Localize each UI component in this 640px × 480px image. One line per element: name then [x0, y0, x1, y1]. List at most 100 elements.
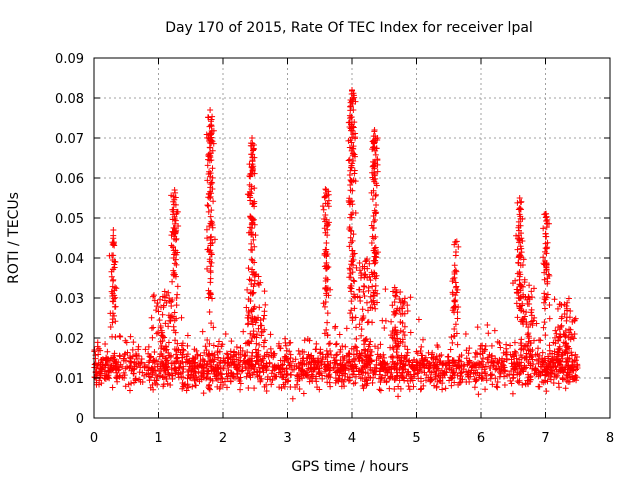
data-point: [351, 361, 358, 368]
data-point: [542, 371, 549, 378]
data-point: [361, 272, 368, 279]
data-point: [263, 351, 270, 358]
data-point: [183, 353, 190, 360]
data-point: [299, 375, 306, 382]
data-point: [354, 347, 361, 354]
data-point: [248, 225, 255, 232]
data-point: [479, 342, 486, 349]
data-point: [237, 386, 244, 393]
data-point: [559, 351, 566, 358]
data-point: [349, 358, 356, 365]
data-point: [452, 239, 459, 245]
data-point: [514, 314, 521, 321]
data-point: [516, 281, 523, 288]
data-point: [323, 262, 330, 269]
data-point: [551, 374, 558, 381]
data-point: [173, 261, 180, 268]
data-point: [306, 378, 313, 385]
data-point: [267, 331, 274, 338]
data-point: [245, 384, 252, 391]
axis-ticks: [93, 57, 611, 419]
data-point: [381, 354, 388, 361]
data-point: [361, 283, 368, 290]
data-point: [231, 361, 238, 368]
data-point: [374, 135, 381, 142]
data-point: [266, 360, 273, 367]
data-point: [204, 177, 211, 184]
data-point: [541, 359, 548, 366]
data-point: [145, 343, 152, 350]
data-point: [518, 307, 525, 314]
data-point: [184, 342, 191, 349]
data-point: [563, 314, 570, 321]
data-point: [321, 303, 328, 310]
data-point: [493, 365, 500, 372]
data-point: [172, 230, 179, 237]
data-point: [208, 116, 215, 123]
data-point: [542, 230, 549, 237]
data-point: [349, 269, 356, 276]
data-point: [179, 351, 186, 358]
y-tick-label: 0.07: [55, 132, 84, 147]
data-point: [453, 365, 460, 372]
data-point: [571, 375, 578, 382]
data-point: [247, 170, 254, 177]
data-point: [571, 317, 578, 324]
data-point: [162, 361, 169, 368]
data-point: [447, 346, 454, 353]
data-point: [200, 390, 207, 397]
data-point: [310, 355, 317, 362]
data-point: [527, 320, 534, 327]
data-point: [350, 157, 357, 164]
data-point: [325, 191, 332, 198]
data-point: [346, 156, 353, 163]
data-point: [322, 186, 329, 193]
data-point: [206, 138, 213, 145]
data-point: [417, 378, 424, 385]
data-point: [245, 360, 252, 367]
data-point: [344, 360, 351, 367]
data-point: [404, 308, 411, 315]
data-point: [268, 370, 275, 377]
data-point: [380, 351, 387, 358]
data-point: [150, 324, 157, 331]
data-point: [348, 197, 355, 204]
data-point: [432, 356, 439, 363]
data-point: [192, 359, 199, 366]
data-point: [322, 200, 329, 207]
data-point: [458, 352, 465, 359]
data-point: [482, 386, 489, 393]
data-point: [222, 331, 229, 338]
data-point: [356, 260, 363, 267]
data-point: [452, 321, 459, 328]
data-point: [218, 374, 225, 381]
data-point: [255, 314, 262, 321]
data-point: [244, 321, 251, 328]
data-point: [472, 378, 479, 385]
y-tick-label: 0.08: [55, 92, 84, 107]
data-point: [401, 323, 408, 330]
data-point: [176, 364, 183, 371]
data-point: [568, 349, 575, 356]
data-point: [503, 341, 510, 348]
data-point: [211, 351, 218, 358]
data-point: [363, 376, 370, 383]
data-point: [341, 355, 348, 362]
data-point: [533, 367, 540, 374]
data-point: [519, 316, 526, 323]
data-point: [128, 380, 135, 387]
data-point: [547, 359, 554, 366]
data-point: [262, 301, 269, 308]
data-point: [540, 225, 547, 232]
data-point: [247, 374, 254, 381]
data-point: [206, 358, 213, 365]
data-point: [207, 184, 214, 191]
data-point: [115, 359, 122, 366]
data-point: [392, 292, 399, 299]
data-point: [532, 351, 539, 358]
data-point: [499, 361, 506, 368]
data-point: [551, 348, 558, 355]
data-point: [544, 366, 551, 373]
data-point: [122, 365, 129, 372]
data-point: [528, 312, 535, 319]
